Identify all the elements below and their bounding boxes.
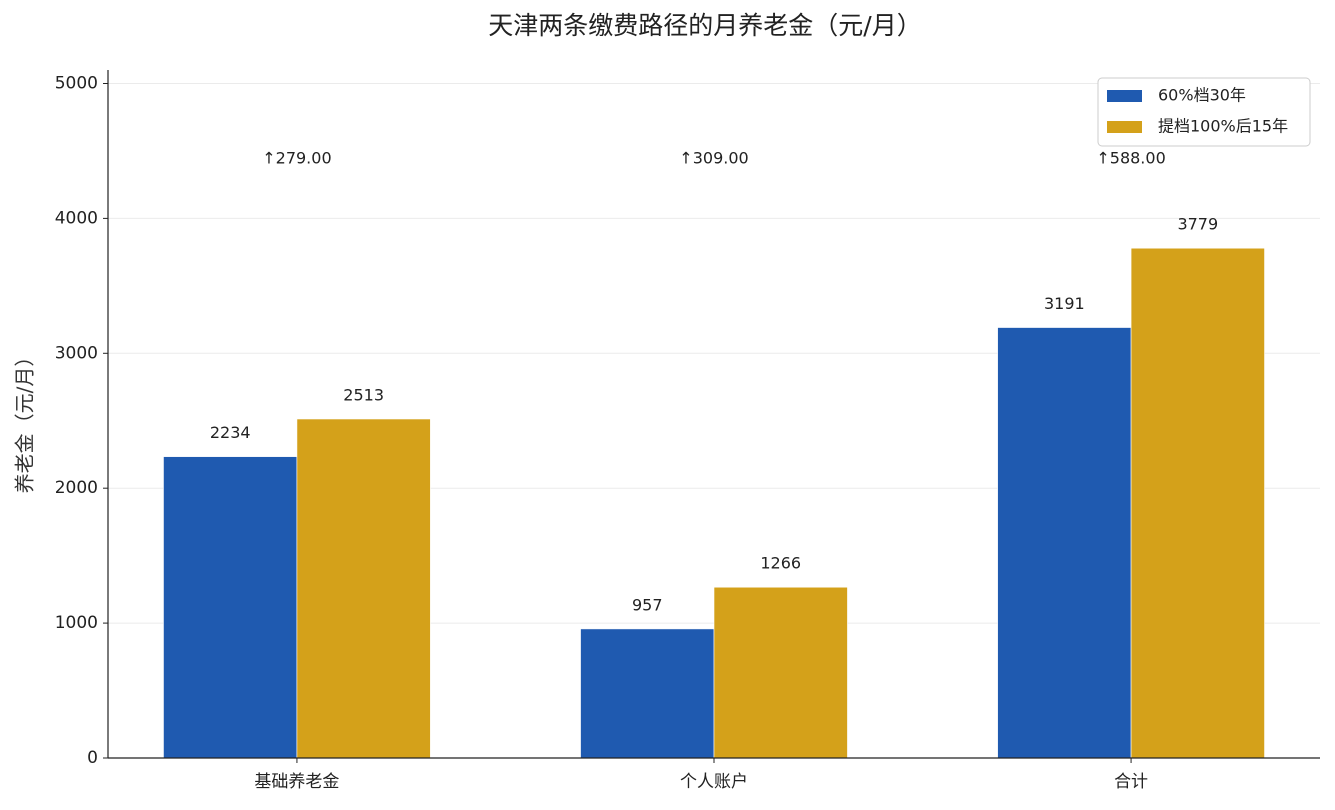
y-tick-label: 1000 [55, 613, 98, 633]
legend-swatch [1107, 121, 1142, 133]
y-tick-label: 5000 [55, 73, 98, 93]
value-label: 2513 [343, 385, 384, 404]
bar [580, 628, 715, 759]
legend-label: 提档100%后15年 [1158, 117, 1288, 136]
value-label: 1266 [760, 554, 801, 573]
bar [296, 418, 431, 759]
value-label: 3191 [1044, 294, 1085, 313]
bar [713, 586, 848, 759]
value-label: 2234 [210, 423, 251, 442]
x-tick-label: 基础养老金 [254, 772, 339, 792]
y-tick-label: 3000 [55, 343, 98, 363]
value-label: 3779 [1177, 215, 1218, 234]
bar [163, 456, 298, 759]
bar [1130, 247, 1265, 759]
y-axis-label: 养老金（元/月） [13, 347, 37, 494]
y-tick-label: 0 [87, 748, 98, 768]
bar [997, 327, 1132, 759]
annotation: ↑279.00 [262, 149, 331, 168]
legend-label: 60%档30年 [1158, 86, 1246, 105]
x-tick-label: 合计 [1114, 772, 1148, 792]
y-tick-label: 2000 [55, 478, 98, 498]
legend-swatch [1107, 90, 1142, 102]
annotation: ↑588.00 [1096, 149, 1165, 168]
value-label: 957 [632, 595, 663, 614]
y-tick-label: 4000 [55, 208, 98, 228]
x-tick-label: 个人账户 [680, 772, 748, 792]
annotation: ↑309.00 [679, 149, 748, 168]
legend-box [1097, 77, 1311, 147]
chart-title: 天津两条缴费路径的月养老金（元/月） [488, 11, 921, 40]
